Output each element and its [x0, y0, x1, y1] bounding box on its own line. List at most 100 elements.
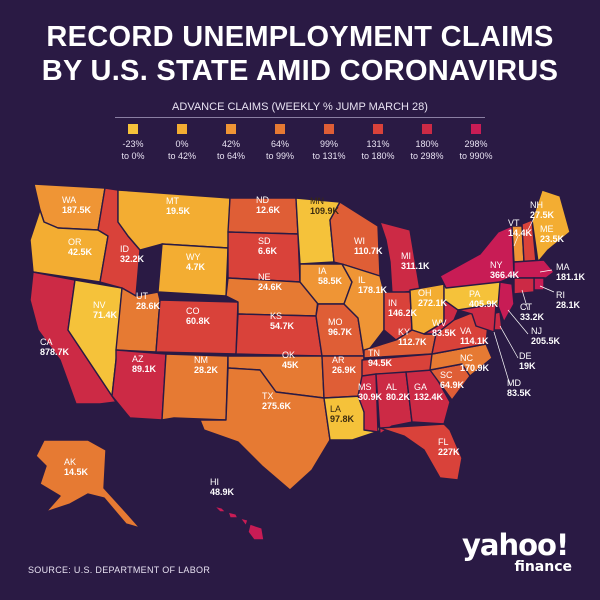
state-claims-value: 109.9K	[310, 206, 340, 216]
state-claims-value: 170.9K	[460, 363, 490, 373]
legend-swatch	[324, 124, 334, 134]
state-abbr: DE	[519, 351, 532, 361]
state-abbr: OR	[68, 237, 82, 247]
legend-bin: 64% to 99%	[255, 124, 305, 162]
state-FL	[379, 423, 463, 481]
state-claims-value: 366.4K	[490, 270, 520, 280]
state-claims-value: 19.5K	[166, 206, 191, 216]
state-abbr: AK	[64, 457, 77, 467]
state-MA	[513, 259, 555, 279]
state-AL	[375, 371, 413, 435]
legend-bin-from: 42%	[221, 139, 240, 149]
state-claims-value: 64.9K	[440, 380, 465, 390]
legend-swatch	[422, 124, 432, 134]
state-claims-value: 181.1K	[556, 272, 586, 282]
legend-bin-from: 64%	[270, 139, 289, 149]
state-label-KS: KS 54.7K	[270, 311, 294, 331]
state-claims-value: 112.7K	[398, 337, 427, 347]
state-label-SD: SD 6.6K	[258, 236, 277, 256]
state-abbr: MD	[507, 378, 521, 388]
yahoo-finance-logo: yahoo! finance	[462, 530, 582, 574]
legend-bin-from: 131%	[366, 139, 390, 149]
state-abbr: WY	[186, 252, 201, 262]
state-claims-value: 4.7K	[186, 262, 206, 272]
state-label-WA: WA 187.5K	[62, 195, 91, 215]
state-abbr: SD	[258, 236, 271, 246]
legend-bin: 180% to 298%	[402, 124, 452, 162]
state-label-WI: WI 110.7K	[354, 236, 383, 256]
state-label-FL: FL 227K	[438, 437, 460, 457]
state-label-KY: KY 112.7K	[398, 327, 427, 347]
legend-bin: 298% to 990%	[451, 124, 501, 162]
state-label-NH: NH 27.5K	[530, 200, 554, 220]
state-abbr: CO	[186, 306, 200, 316]
callout-line	[539, 269, 553, 273]
state-claims-value: 58.5K	[318, 276, 343, 286]
state-abbr: ND	[256, 195, 269, 205]
state-claims-value: 227K	[438, 447, 460, 457]
state-label-CT: CT 33.2K	[520, 302, 544, 322]
callout-line	[507, 309, 529, 335]
title-line-1: RECORD UNEMPLOYMENT CLAIMS	[46, 21, 554, 53]
state-abbr: OH	[418, 288, 432, 298]
state-abbr: NM	[194, 355, 208, 365]
state-label-NY: NY 366.4K	[490, 260, 519, 280]
state-label-HI: HI 48.9K	[210, 477, 234, 497]
state-label-CA: CA 878.7K	[40, 337, 69, 357]
state-HI	[213, 505, 265, 541]
legend: -23% to 0% 0% to 42% 42% to 64% 64% to 99% 99% to…	[108, 124, 508, 180]
logo-main: yahoo!	[462, 528, 569, 562]
state-label-ID: ID 32.2K	[120, 244, 144, 264]
state-abbr: VA	[460, 326, 472, 336]
state-abbr: WV	[432, 318, 447, 328]
state-shapes	[29, 183, 571, 541]
state-label-WV: WV 83.5K	[432, 318, 456, 338]
state-claims-value: 89.1K	[132, 364, 157, 374]
legend-swatch	[471, 124, 481, 134]
legend-title: ADVANCE CLAIMS (WEEKLY % JUMP MARCH 28)	[172, 101, 428, 113]
legend-bin-to: to 298%	[410, 151, 444, 161]
state-claims-value: 83.5K	[432, 328, 457, 338]
state-abbr: CA	[40, 337, 53, 347]
legend-swatch	[226, 124, 236, 134]
state-abbr: WA	[62, 195, 77, 205]
state-claims-value: 45K	[282, 360, 299, 370]
state-claims-value: 14.4K	[508, 228, 533, 238]
state-claims-value: 60.8K	[186, 316, 211, 326]
state-claims-value: 12.6K	[256, 205, 281, 215]
legend-swatch	[177, 124, 187, 134]
legend-bin-to: to 180%	[361, 151, 395, 161]
state-label-TX: TX 275.6K	[262, 391, 291, 411]
logo-sub: finance	[514, 559, 572, 575]
state-TX	[199, 367, 331, 491]
legend-bin-to: to 42%	[167, 151, 197, 161]
state-label-NJ: NJ 205.5K	[531, 326, 560, 346]
state-label-AR: AR 26.9K	[332, 355, 356, 375]
state-abbr: IA	[318, 266, 327, 276]
state-claims-value: 33.2K	[520, 312, 545, 322]
state-claims-value: 42.5K	[68, 247, 93, 257]
legend-bin-from: 180%	[415, 139, 439, 149]
state-claims-value: 27.5K	[530, 210, 555, 220]
state-label-MA: MA 181.1K	[556, 262, 585, 282]
state-abbr: MO	[328, 317, 343, 327]
state-claims-value: 405.9K	[469, 299, 499, 309]
state-label-UT: UT 28.6K	[136, 291, 160, 311]
state-AK	[35, 439, 141, 529]
state-claims-value: 71.4K	[93, 310, 118, 320]
state-label-NV: NV 71.4K	[93, 300, 117, 320]
state-abbr: MN	[310, 196, 324, 206]
state-label-TN: TN 94.5K	[368, 348, 392, 368]
state-abbr: ID	[120, 244, 129, 254]
state-abbr: CT	[520, 302, 532, 312]
state-label-NM: NM 28.2K	[194, 355, 218, 375]
state-claims-value: 54.7K	[270, 321, 295, 331]
state-label-MO: MO 96.7K	[328, 317, 352, 337]
state-abbr: KY	[398, 327, 411, 337]
state-label-AZ: AZ 89.1K	[132, 354, 156, 374]
legend-bin-from: 298%	[464, 139, 488, 149]
state-claims-value: 275.6K	[262, 401, 292, 411]
state-claims-value: 48.9K	[210, 487, 235, 497]
state-abbr: VT	[508, 218, 520, 228]
